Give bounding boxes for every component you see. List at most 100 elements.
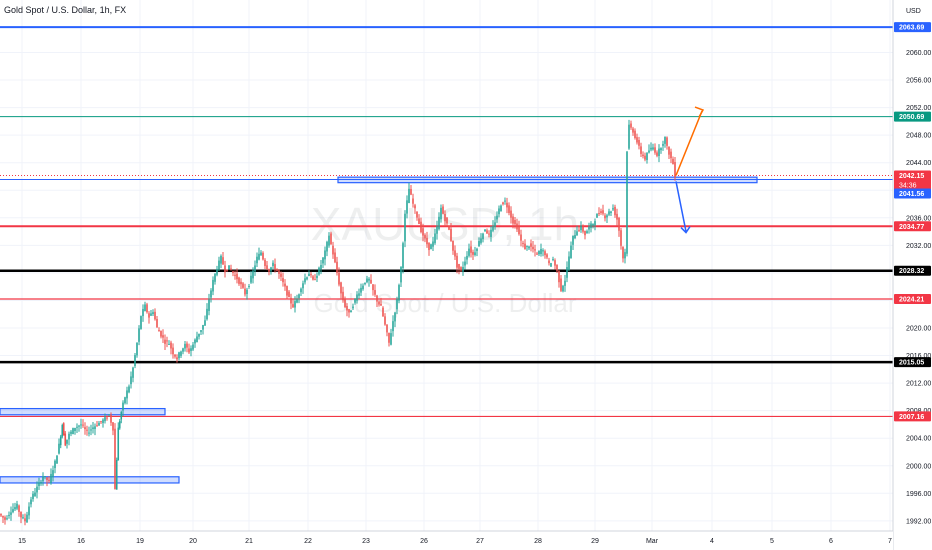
price-label-bg bbox=[894, 188, 931, 199]
candle-body bbox=[230, 268, 232, 270]
candle-body bbox=[622, 247, 624, 259]
candle-body bbox=[420, 221, 422, 233]
price-label-bg bbox=[894, 221, 931, 232]
candle-body bbox=[156, 319, 158, 328]
candle-body bbox=[476, 248, 478, 251]
candle-body bbox=[642, 154, 644, 157]
candle-body bbox=[478, 241, 480, 247]
watermark-name: Gold Spot / U.S. Dollar bbox=[314, 288, 577, 318]
candle-body bbox=[104, 417, 106, 422]
candle-body bbox=[416, 211, 418, 218]
candle-body bbox=[650, 147, 652, 150]
candle-body bbox=[128, 386, 130, 393]
candle-body bbox=[100, 421, 102, 423]
price-tick-label: 2052.00 bbox=[906, 105, 931, 112]
candle-body bbox=[130, 376, 132, 385]
candle-body bbox=[646, 152, 648, 161]
candle-body bbox=[28, 506, 30, 516]
candle-body bbox=[396, 299, 398, 310]
candle-body bbox=[310, 274, 312, 276]
candle-body bbox=[526, 245, 528, 247]
candle-body bbox=[236, 273, 238, 280]
candle-body bbox=[232, 271, 234, 274]
candle-body bbox=[264, 259, 266, 267]
candle-body bbox=[61, 425, 64, 437]
candle-body bbox=[384, 316, 386, 325]
candle-body bbox=[192, 344, 194, 350]
candle-body bbox=[278, 270, 280, 274]
price-label: 2042.15 bbox=[899, 173, 924, 180]
candle-body bbox=[434, 233, 436, 244]
exchange: FX bbox=[114, 5, 127, 15]
candle-body bbox=[282, 278, 284, 283]
candle-body bbox=[588, 226, 590, 230]
candle-body bbox=[342, 291, 344, 301]
candle-body bbox=[106, 417, 108, 419]
candle-body bbox=[178, 352, 180, 359]
price-label-bg bbox=[894, 411, 931, 422]
candle-body bbox=[252, 270, 254, 279]
candle-body bbox=[308, 273, 310, 277]
candle-body bbox=[574, 235, 576, 239]
candle-body bbox=[102, 419, 104, 423]
candle-body bbox=[142, 309, 144, 317]
candle-body bbox=[186, 343, 188, 348]
price-tick-label: 2000.00 bbox=[906, 463, 931, 470]
candle-body bbox=[564, 280, 566, 286]
candle-body bbox=[502, 202, 504, 205]
candle-body bbox=[124, 397, 126, 404]
candle-body bbox=[320, 264, 322, 270]
candle-body bbox=[428, 242, 430, 251]
candle-body bbox=[218, 260, 220, 270]
price-label: 2024.21 bbox=[899, 297, 924, 304]
candle-body bbox=[382, 307, 384, 317]
candle-body bbox=[524, 243, 526, 250]
timeframe[interactable]: 1h bbox=[99, 5, 110, 15]
price-label: 2041.56 bbox=[899, 191, 924, 198]
candle-body bbox=[586, 231, 588, 234]
candle-body bbox=[668, 146, 670, 155]
candle-body bbox=[44, 476, 46, 478]
candle-body bbox=[522, 242, 524, 244]
candle-body bbox=[338, 272, 340, 285]
price-label-bg bbox=[894, 111, 931, 122]
time-tick-label: 26 bbox=[420, 538, 428, 545]
candle-body bbox=[94, 426, 96, 430]
candle-body bbox=[408, 188, 410, 204]
price-label: 2063.69 bbox=[899, 25, 924, 32]
candle-body bbox=[620, 230, 622, 246]
candle-body bbox=[36, 486, 38, 493]
candle-body bbox=[180, 351, 182, 356]
candle-body bbox=[458, 264, 460, 269]
candle-body bbox=[530, 243, 532, 247]
candle-body bbox=[314, 279, 316, 281]
candle-body bbox=[286, 286, 288, 296]
candle-body bbox=[380, 303, 382, 306]
candle-body bbox=[240, 281, 242, 285]
time-tick-label: 7 bbox=[888, 538, 892, 545]
candle-body bbox=[78, 425, 80, 427]
candle-body bbox=[184, 343, 186, 349]
candle-body bbox=[144, 304, 146, 311]
candle-body bbox=[404, 213, 406, 242]
arrow-up-icon bbox=[694, 106, 705, 118]
candle-body bbox=[80, 424, 82, 426]
candle-body bbox=[370, 279, 372, 284]
candle-body bbox=[376, 295, 378, 302]
time-tick-label: 15 bbox=[18, 538, 26, 545]
candle-body bbox=[254, 265, 256, 272]
candle-body bbox=[452, 240, 454, 251]
price-tick-label: 1992.00 bbox=[906, 518, 931, 525]
candle-body bbox=[238, 277, 240, 284]
candle-body bbox=[504, 200, 506, 202]
candle-body bbox=[516, 223, 518, 230]
candle-body bbox=[390, 333, 392, 345]
candle-body bbox=[544, 251, 546, 256]
candle-body bbox=[608, 211, 610, 215]
chart-header[interactable]: Gold Spot / U.S. Dollar, 1h, FX bbox=[4, 5, 127, 15]
candle-body bbox=[410, 189, 412, 195]
candle-body bbox=[612, 208, 614, 210]
candle-body bbox=[510, 210, 512, 218]
